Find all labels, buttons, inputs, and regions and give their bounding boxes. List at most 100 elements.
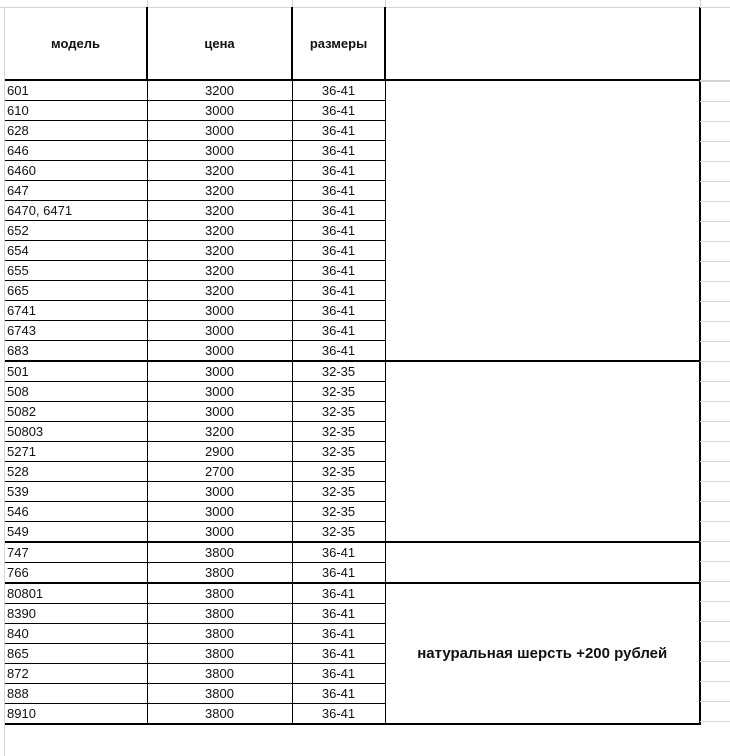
price-cell[interactable]: 3200 — [146, 180, 293, 201]
price-cell[interactable]: 3000 — [146, 100, 293, 121]
size-cell[interactable]: 36-41 — [291, 562, 386, 584]
price-cell[interactable]: 3800 — [146, 663, 293, 684]
model-cell[interactable]: 539 — [5, 481, 148, 502]
price-cell[interactable]: 3200 — [146, 220, 293, 241]
model-cell[interactable]: 647 — [5, 180, 148, 201]
price-cell[interactable]: 2900 — [146, 441, 293, 462]
size-cell[interactable]: 32-35 — [291, 481, 386, 502]
model-cell[interactable]: 546 — [5, 501, 148, 522]
price-cell[interactable]: 3200 — [146, 280, 293, 301]
model-cell[interactable]: 5271 — [5, 441, 148, 462]
price-cell[interactable]: 3000 — [146, 340, 293, 362]
price-cell[interactable]: 3000 — [146, 320, 293, 341]
model-cell[interactable]: 601 — [5, 79, 148, 101]
model-cell[interactable]: 766 — [5, 562, 148, 584]
header-note[interactable] — [384, 7, 701, 81]
model-cell[interactable]: 50803 — [5, 421, 148, 442]
note-cell[interactable] — [384, 541, 701, 584]
price-cell[interactable]: 3200 — [146, 421, 293, 442]
price-cell[interactable]: 3000 — [146, 481, 293, 502]
size-cell[interactable]: 36-41 — [291, 320, 386, 341]
size-cell[interactable]: 36-41 — [291, 160, 386, 181]
size-cell[interactable]: 36-41 — [291, 280, 386, 301]
price-cell[interactable]: 3800 — [146, 541, 293, 563]
model-cell[interactable]: 747 — [5, 541, 148, 563]
size-cell[interactable]: 36-41 — [291, 79, 386, 101]
header-sizes[interactable]: размеры — [291, 7, 386, 81]
size-cell[interactable]: 32-35 — [291, 360, 386, 382]
model-cell[interactable]: 8910 — [5, 703, 148, 725]
size-cell[interactable]: 36-41 — [291, 180, 386, 201]
price-cell[interactable]: 3000 — [146, 521, 293, 543]
header-model[interactable]: модель — [5, 7, 148, 81]
price-cell[interactable]: 3800 — [146, 703, 293, 725]
model-cell[interactable]: 654 — [5, 240, 148, 261]
size-cell[interactable]: 36-41 — [291, 200, 386, 221]
price-cell[interactable]: 3800 — [146, 623, 293, 644]
price-cell[interactable]: 3000 — [146, 140, 293, 161]
price-cell[interactable]: 3800 — [146, 582, 293, 604]
price-cell[interactable]: 3200 — [146, 240, 293, 261]
model-cell[interactable]: 6743 — [5, 320, 148, 341]
size-cell[interactable]: 36-41 — [291, 240, 386, 261]
size-cell[interactable]: 36-41 — [291, 643, 386, 664]
price-cell[interactable]: 3800 — [146, 643, 293, 664]
model-cell[interactable]: 646 — [5, 140, 148, 161]
price-cell[interactable]: 3000 — [146, 300, 293, 321]
model-cell[interactable]: 840 — [5, 623, 148, 644]
size-cell[interactable]: 36-41 — [291, 140, 386, 161]
price-cell[interactable]: 3200 — [146, 79, 293, 101]
size-cell[interactable]: 32-35 — [291, 381, 386, 402]
price-cell[interactable]: 3000 — [146, 360, 293, 382]
note-cell[interactable] — [384, 360, 701, 543]
price-cell[interactable]: 3800 — [146, 603, 293, 624]
size-cell[interactable]: 36-41 — [291, 220, 386, 241]
model-cell[interactable]: 508 — [5, 381, 148, 402]
model-cell[interactable]: 888 — [5, 683, 148, 704]
size-cell[interactable]: 32-35 — [291, 401, 386, 422]
size-cell[interactable]: 32-35 — [291, 441, 386, 462]
price-cell[interactable]: 3800 — [146, 683, 293, 704]
size-cell[interactable]: 36-41 — [291, 582, 386, 604]
model-cell[interactable]: 8390 — [5, 603, 148, 624]
model-cell[interactable]: 628 — [5, 120, 148, 141]
size-cell[interactable]: 32-35 — [291, 501, 386, 522]
price-cell[interactable]: 3200 — [146, 160, 293, 181]
model-cell[interactable]: 665 — [5, 280, 148, 301]
model-cell[interactable]: 6741 — [5, 300, 148, 321]
model-cell[interactable]: 610 — [5, 100, 148, 121]
price-cell[interactable]: 2700 — [146, 461, 293, 482]
size-cell[interactable]: 36-41 — [291, 300, 386, 321]
model-cell[interactable]: 80801 — [5, 582, 148, 604]
price-cell[interactable]: 3200 — [146, 260, 293, 281]
size-cell[interactable]: 36-41 — [291, 603, 386, 624]
model-cell[interactable]: 6470, 6471 — [5, 200, 148, 221]
size-cell[interactable]: 32-35 — [291, 461, 386, 482]
price-cell[interactable]: 3000 — [146, 501, 293, 522]
model-cell[interactable]: 655 — [5, 260, 148, 281]
header-price[interactable]: цена — [146, 7, 293, 81]
model-cell[interactable]: 865 — [5, 643, 148, 664]
price-cell[interactable]: 3000 — [146, 401, 293, 422]
size-cell[interactable]: 36-41 — [291, 260, 386, 281]
model-cell[interactable]: 5082 — [5, 401, 148, 422]
size-cell[interactable]: 36-41 — [291, 120, 386, 141]
size-cell[interactable]: 36-41 — [291, 663, 386, 684]
model-cell[interactable]: 6460 — [5, 160, 148, 181]
model-cell[interactable]: 652 — [5, 220, 148, 241]
size-cell[interactable]: 36-41 — [291, 623, 386, 644]
price-cell[interactable]: 3200 — [146, 200, 293, 221]
model-cell[interactable]: 501 — [5, 360, 148, 382]
model-cell[interactable]: 872 — [5, 663, 148, 684]
size-cell[interactable]: 36-41 — [291, 340, 386, 362]
size-cell[interactable]: 36-41 — [291, 703, 386, 725]
size-cell[interactable]: 36-41 — [291, 541, 386, 563]
model-cell[interactable]: 549 — [5, 521, 148, 543]
size-cell[interactable]: 32-35 — [291, 521, 386, 543]
model-cell[interactable]: 683 — [5, 340, 148, 362]
size-cell[interactable]: 32-35 — [291, 421, 386, 442]
size-cell[interactable]: 36-41 — [291, 683, 386, 704]
size-cell[interactable]: 36-41 — [291, 100, 386, 121]
model-cell[interactable]: 528 — [5, 461, 148, 482]
price-cell[interactable]: 3000 — [146, 381, 293, 402]
